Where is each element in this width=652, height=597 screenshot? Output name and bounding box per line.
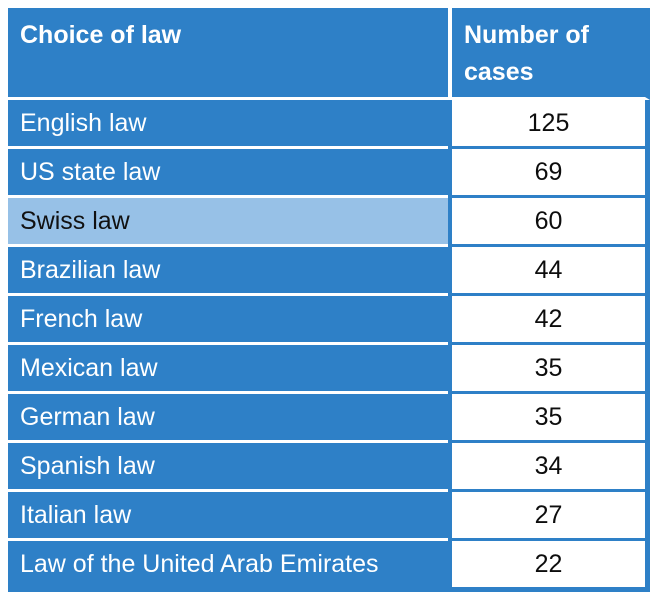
- table-row: English law 125: [8, 100, 650, 149]
- law-name-cell: Mexican law: [8, 345, 448, 394]
- table-row: Law of the United Arab Emirates 22: [8, 541, 650, 587]
- choice-of-law-table: Choice of law Number of cases English la…: [8, 8, 650, 592]
- law-name-cell: Swiss law: [8, 198, 448, 247]
- table-row: Mexican law 35: [8, 345, 650, 394]
- case-count-cell: 27: [448, 492, 650, 541]
- law-name-cell: Italian law: [8, 492, 448, 541]
- table-row: Swiss law 60: [8, 198, 650, 247]
- law-name-cell: Law of the United Arab Emirates: [8, 541, 448, 587]
- case-count-cell: 42: [448, 296, 650, 345]
- table-row: French law 42: [8, 296, 650, 345]
- table-row: US state law 69: [8, 149, 650, 198]
- case-count-cell: 44: [448, 247, 650, 296]
- law-name-cell: US state law: [8, 149, 448, 198]
- case-count-cell: 35: [448, 394, 650, 443]
- header-choice-of-law: Choice of law: [8, 8, 448, 100]
- law-name-cell: German law: [8, 394, 448, 443]
- case-count-cell: 22: [448, 541, 650, 587]
- case-count-cell: 125: [448, 100, 650, 149]
- table-row: Italian law 27: [8, 492, 650, 541]
- header-number-of-cases: Number of cases: [448, 8, 650, 100]
- case-count-cell: 35: [448, 345, 650, 394]
- table-header-row: Choice of law Number of cases: [8, 8, 650, 100]
- law-name-cell: English law: [8, 100, 448, 149]
- table-row: German law 35: [8, 394, 650, 443]
- case-count-cell: 69: [448, 149, 650, 198]
- table-row: Brazilian law 44: [8, 247, 650, 296]
- law-name-cell: Spanish law: [8, 443, 448, 492]
- law-name-cell: Brazilian law: [8, 247, 448, 296]
- case-count-cell: 34: [448, 443, 650, 492]
- table-body: English law 125 US state law 69 Swiss la…: [8, 100, 650, 587]
- law-name-cell: French law: [8, 296, 448, 345]
- table-row: Spanish law 34: [8, 443, 650, 492]
- case-count-cell: 60: [448, 198, 650, 247]
